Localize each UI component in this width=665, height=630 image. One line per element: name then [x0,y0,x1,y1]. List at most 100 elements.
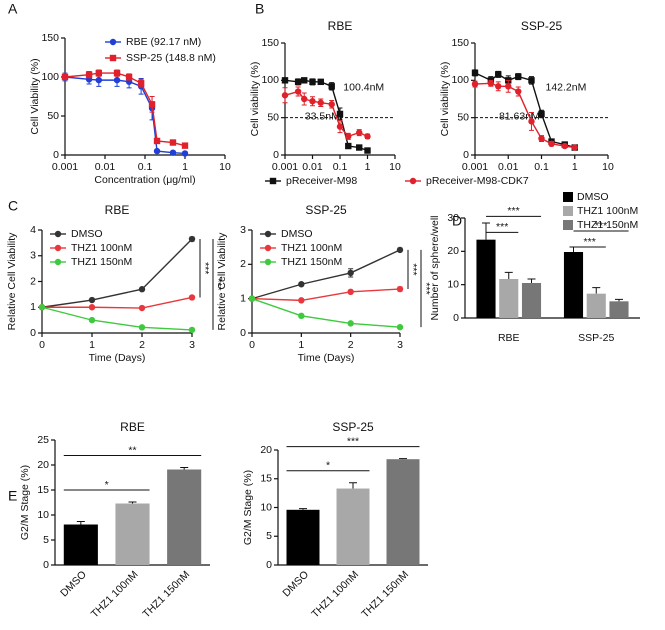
chart-title: RBE [328,19,353,33]
y-tick-label: 50 [47,110,59,122]
y-axis-label: G2/M Stage (%) [19,465,31,540]
bar [499,279,519,318]
legend-label: DMSO [71,228,103,240]
annotation: 100.4nM [343,82,384,94]
point [356,129,363,136]
panel-letter: B [255,1,264,17]
point [538,135,545,142]
legend-marker [264,258,272,266]
bar [609,301,629,318]
point [471,69,479,77]
point [138,304,146,312]
series-line [251,298,401,328]
point [153,137,161,145]
y-tick-label: 10 [447,278,459,290]
x-axis-label: Time (Days) [89,352,146,364]
y-tick-label: 4 [30,224,36,236]
point [88,316,96,324]
bar [563,252,584,318]
y-tick-label: 150 [261,37,279,49]
series-line [64,72,186,147]
y-tick-label: 150 [41,32,59,44]
x-tick-label: 0.001 [272,161,298,173]
series-line [41,306,193,331]
point [548,140,555,147]
point [181,142,189,149]
y-tick-label: 50 [457,111,469,123]
point [328,83,335,90]
point [301,77,308,84]
point [515,88,522,95]
point [85,71,93,78]
error-bar [180,467,189,470]
x-axis-label: Concentration (μg/ml) [94,174,195,186]
legend-marker [264,244,272,252]
point [347,288,354,295]
y-axis-label: Number of sphere/well [429,215,441,320]
point [471,80,479,88]
point [347,269,354,277]
bar [521,283,542,318]
legend-label: DMSO [577,191,609,203]
series-line [251,288,401,302]
legend-marker [264,230,272,238]
point [317,99,324,106]
point [495,83,502,90]
y-tick-label: 0 [43,559,49,571]
x-tick-label: 3 [189,339,195,351]
error-bar [592,287,601,294]
chart-title: SSP-25 [332,420,374,434]
point [125,73,133,81]
x-tick-label: 0.1 [333,161,348,173]
point [298,312,305,320]
point [396,246,404,254]
y-axis-label: Cell viability (%) [249,62,261,137]
x-tick-label: 2 [348,339,354,351]
point [528,77,535,84]
chart-title: RBE [105,203,130,217]
x-tick-label: 0 [249,339,255,351]
point [294,78,302,86]
significance-label: * [105,479,109,491]
x-tick-label: THZ1 100nM [309,569,361,621]
x-tick-label: THZ1 150nM [359,569,411,621]
point [88,304,96,311]
legend-label: THZ1 150nM [281,256,342,268]
legend-swatch [563,206,573,216]
x-tick-label: RBE [498,332,520,344]
series-line [41,238,193,308]
point [138,286,146,293]
point [169,139,177,146]
y-tick-label: 10 [260,501,272,513]
y-tick-label: 5 [43,534,49,546]
error-bar [128,501,137,504]
error-bar [504,271,513,279]
significance-label: *** [347,435,359,447]
error-bar [399,458,407,460]
y-axis-label: Relative Cell Viability [216,232,228,331]
error-bar [482,222,490,240]
point [181,150,189,157]
significance-label: *** [507,205,519,217]
point [298,297,305,304]
x-tick-label: 1 [89,339,95,351]
series-line [284,90,368,138]
annotation: 142.2nM [545,82,586,94]
x-tick-label: DMSO [58,569,89,600]
x-tick-label: 0.1 [534,161,549,173]
point [571,144,578,151]
chart-title: SSP-25 [521,19,563,33]
point [309,98,316,105]
y-axis-label: Cell viability (%) [439,62,451,137]
legend-marker [54,244,62,252]
point [298,281,305,288]
significance-label: *** [212,278,224,290]
y-tick-label: 0 [463,149,469,161]
point [356,144,363,151]
point [309,78,316,86]
point [88,296,96,304]
point [515,73,522,80]
legend-swatch [563,192,573,202]
y-tick-label: 25 [37,434,49,446]
x-tick-label: 0.01 [95,161,116,173]
